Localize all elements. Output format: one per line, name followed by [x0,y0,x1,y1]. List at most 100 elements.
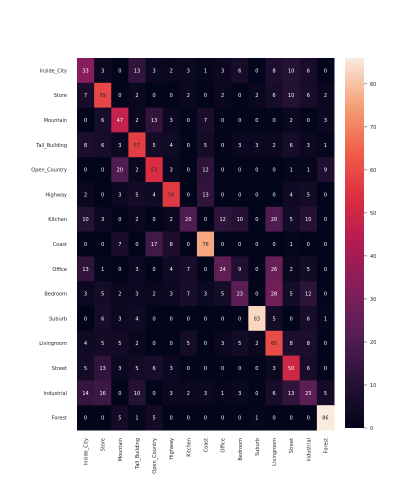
colorbar-tick-label: 10 [370,383,376,389]
cell-value-label: 0 [221,168,224,174]
heatmap-cell [162,380,181,406]
cell-value-label: 0 [204,416,207,422]
heatmap-cell [214,107,232,133]
heatmap-cell [316,281,335,307]
cell-value-label: 9 [238,267,241,273]
cell-value-label: 2 [135,341,138,347]
cell-value-label: 1 [221,391,224,397]
heatmap-cell [196,256,215,282]
column-tick-label: Street [289,438,295,453]
cell-value-label: 47 [117,118,123,124]
cell-value-label: 0 [290,316,293,322]
heatmap-cell [179,82,198,109]
cell-value-label: 12 [305,292,311,298]
cell-value-label: 10 [237,217,243,223]
heatmap-cell [231,132,249,158]
row-tick-label: Suburb [49,316,67,322]
heatmap-cell [265,281,284,307]
heatmap-cell [196,306,215,332]
heatmap-cell [77,82,95,109]
cell-value-label: 0 [255,168,258,174]
cell-value-label: 0 [170,341,173,347]
cell-value-label: 1 [101,267,104,273]
cell-value-label: 3 [238,391,241,397]
colorbar-tick-label: 40 [370,254,376,260]
colorbar-tick-label: 80 [370,82,376,88]
cell-value-label: 0 [221,366,224,372]
heatmap-cell [196,182,215,208]
heatmap-cell [128,355,147,381]
heatmap-cell [231,330,249,357]
colorbar-tick-label: 20 [370,340,376,346]
cell-value-label: 2 [84,192,87,198]
cell-value-label: 5 [153,143,156,149]
heatmap-cell [145,405,164,431]
heatmap-cell [111,157,129,183]
cell-value-label: 3 [101,217,104,223]
heatmap-cell [316,107,335,133]
heatmap-cell [145,256,164,282]
cell-value-label: 7 [84,93,87,99]
heatmap-cell [196,281,215,307]
heatmap-cell [162,206,181,233]
heatmap-cell [248,231,266,257]
cell-value-label: 0 [221,416,224,422]
cell-value-label: 5 [307,192,310,198]
heatmap-cell [214,58,232,84]
cell-value-label: 10 [305,217,311,223]
cell-value-label: 0 [187,168,190,174]
row-tick-label: Open_Country [31,168,67,174]
heatmap-cell [77,206,95,233]
heatmap-cell [94,107,112,133]
column-tick-label: Kitchen [186,438,192,457]
cell-value-label: 0 [255,267,258,273]
cell-value-label: 0 [255,391,258,397]
heatmap-cell [265,107,284,133]
cell-value-label: 0 [272,168,275,174]
heatmap-cell [316,132,335,158]
heatmap-cell [162,107,181,133]
cell-value-label: 9 [324,168,327,174]
row-tick-label: Livingroom [39,341,67,347]
heatmap-cell [77,132,95,158]
cell-value-label: 4 [84,341,87,347]
heatmap-cell [179,355,198,381]
heatmap-cell [128,182,147,208]
heatmap-cell [231,380,249,406]
row-tick-label: Bedroom [44,292,67,298]
cell-value-label: 0 [238,242,241,248]
heatmap-cell [94,281,112,307]
heatmap-cell [179,182,198,208]
cell-value-label: 2 [221,93,224,99]
cell-value-label: 0 [84,416,87,422]
heatmap-cell [77,231,95,257]
cell-value-label: 3 [221,341,224,347]
cell-value-label: 10 [288,68,294,74]
cell-value-label: 16 [100,391,106,397]
cell-value-label: 0 [101,416,104,422]
heatmap-cell [179,330,198,357]
heatmap-cell [248,157,266,183]
heatmap-cell [179,206,198,233]
cell-value-label: 0 [255,192,258,198]
heatmap-cell [196,206,215,233]
cell-value-label: 24 [219,267,225,273]
cell-value-label: 0 [238,118,241,124]
cell-value-label: 3 [118,192,121,198]
cell-value-label: 0 [153,93,156,99]
cell-value-label: 1 [204,68,207,74]
heatmap-cell [179,306,198,332]
column-tick-label: Office [221,438,227,453]
heatmap-cell [162,82,181,109]
cell-value-label: 0 [101,168,104,174]
heatmap-cell [145,355,164,381]
cell-value-label: 0 [255,242,258,248]
cell-value-label: 7 [118,242,121,248]
heatmap-cell [214,405,232,431]
cell-value-label: 3 [135,267,138,273]
cell-value-label: 0 [255,292,258,298]
cell-value-label: 20 [117,168,123,174]
cell-value-label: 0 [324,242,327,248]
cell-value-label: 0 [118,391,121,397]
heatmap-cell [128,256,147,282]
